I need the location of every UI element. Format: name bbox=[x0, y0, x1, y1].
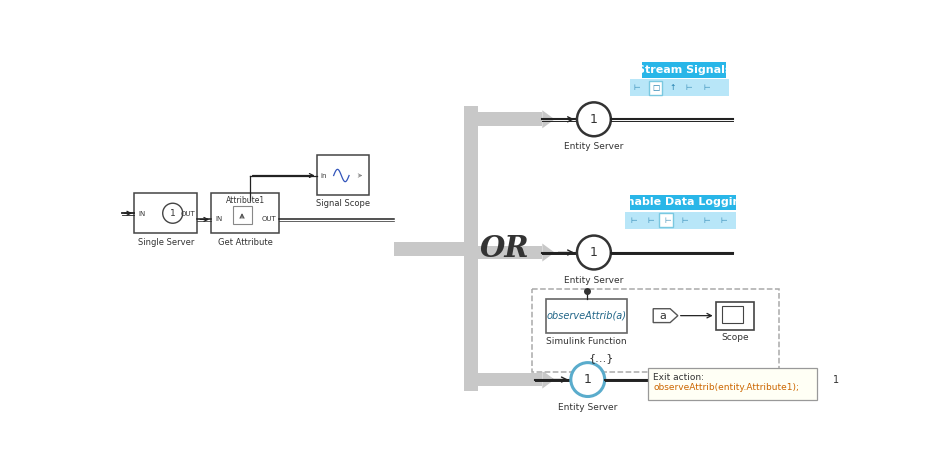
Text: ⊢: ⊢ bbox=[630, 216, 636, 225]
Bar bbox=[233, 205, 252, 224]
Text: Exit action:: Exit action: bbox=[653, 373, 704, 382]
Bar bbox=[643, 62, 726, 78]
Text: ⊢: ⊢ bbox=[633, 83, 640, 92]
Bar bbox=[722, 307, 743, 323]
Text: 1: 1 bbox=[583, 373, 592, 386]
Text: observeAttrib(a): observeAttrib(a) bbox=[547, 311, 627, 321]
Bar bbox=[649, 81, 663, 95]
Bar bbox=[630, 195, 736, 210]
Text: 1: 1 bbox=[590, 246, 598, 259]
Text: OUT: OUT bbox=[180, 211, 195, 217]
Text: ⊢: ⊢ bbox=[682, 216, 688, 225]
Text: IN: IN bbox=[138, 211, 145, 217]
Text: ⊢: ⊢ bbox=[685, 83, 692, 92]
Bar bbox=[716, 302, 754, 329]
Text: {…}: {…} bbox=[589, 353, 615, 363]
Text: Attribute1: Attribute1 bbox=[226, 196, 264, 205]
Bar bbox=[478, 112, 542, 126]
Text: Entity Server: Entity Server bbox=[565, 142, 624, 152]
Bar bbox=[316, 155, 369, 195]
Bar bbox=[464, 112, 535, 126]
Bar bbox=[532, 289, 779, 372]
Bar bbox=[464, 106, 478, 391]
Bar bbox=[659, 213, 673, 227]
Text: ↑: ↑ bbox=[669, 83, 676, 92]
Text: 1: 1 bbox=[590, 113, 598, 126]
Text: Entity Server: Entity Server bbox=[558, 402, 617, 412]
Bar bbox=[464, 106, 478, 126]
Bar bbox=[134, 193, 197, 233]
Circle shape bbox=[577, 102, 611, 136]
Bar bbox=[547, 299, 627, 333]
Polygon shape bbox=[542, 371, 555, 388]
Text: 1: 1 bbox=[170, 209, 176, 218]
Text: ⊢: ⊢ bbox=[704, 83, 711, 92]
Text: ⊢: ⊢ bbox=[703, 216, 710, 225]
Bar bbox=[648, 368, 818, 400]
Text: Signal Scope: Signal Scope bbox=[316, 199, 370, 208]
Circle shape bbox=[577, 235, 611, 270]
Text: 1: 1 bbox=[834, 374, 839, 385]
Text: Get Attribute: Get Attribute bbox=[218, 238, 273, 247]
Text: IN: IN bbox=[215, 216, 223, 222]
Text: Enable Data Logging: Enable Data Logging bbox=[618, 197, 748, 207]
Text: OR: OR bbox=[480, 234, 530, 263]
Bar bbox=[394, 242, 471, 256]
Circle shape bbox=[162, 203, 183, 223]
Text: in: in bbox=[321, 173, 327, 178]
Text: OUT: OUT bbox=[261, 216, 277, 222]
Text: Simulink Function: Simulink Function bbox=[547, 337, 627, 346]
Bar bbox=[478, 246, 542, 259]
Text: Scope: Scope bbox=[721, 333, 749, 343]
Text: ⊢: ⊢ bbox=[648, 216, 654, 225]
Bar bbox=[626, 212, 736, 229]
Polygon shape bbox=[653, 309, 678, 322]
Text: Stream Signals: Stream Signals bbox=[637, 65, 732, 75]
Text: □: □ bbox=[652, 83, 659, 92]
Text: Single Server: Single Server bbox=[138, 238, 194, 247]
Text: a: a bbox=[660, 311, 666, 321]
Polygon shape bbox=[542, 110, 555, 128]
Text: observeAttrib(entity.Attribute1);: observeAttrib(entity.Attribute1); bbox=[653, 383, 799, 392]
Circle shape bbox=[571, 363, 605, 396]
Bar bbox=[630, 79, 729, 96]
Bar bbox=[478, 373, 542, 387]
Text: ⊢: ⊢ bbox=[665, 216, 671, 225]
Text: ⊢: ⊢ bbox=[720, 216, 727, 225]
Text: Entity Server: Entity Server bbox=[565, 276, 624, 285]
Bar bbox=[211, 193, 279, 233]
Polygon shape bbox=[542, 243, 555, 262]
